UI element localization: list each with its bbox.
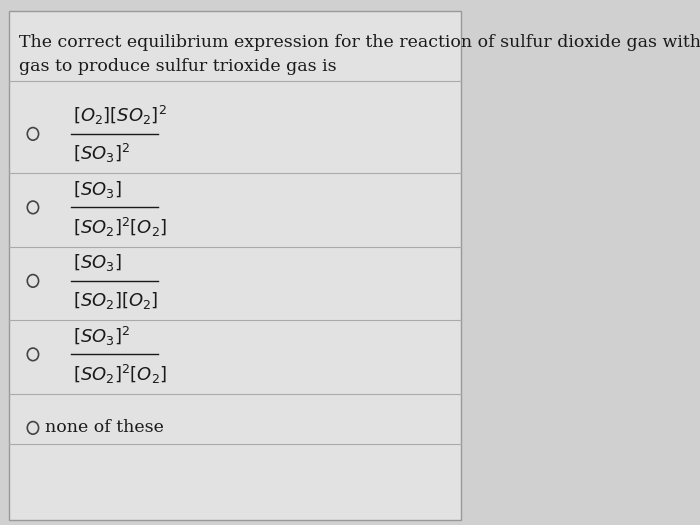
Text: $[SO_3]^2$: $[SO_3]^2$ <box>73 142 130 165</box>
Text: none of these: none of these <box>45 419 164 436</box>
FancyBboxPatch shape <box>9 10 461 520</box>
Text: $[O_2][SO_2]^2$: $[O_2][SO_2]^2$ <box>73 104 167 127</box>
Text: $[SO_3]$: $[SO_3]$ <box>73 178 122 200</box>
Text: $[SO_2]^2[O_2]$: $[SO_2]^2[O_2]$ <box>73 216 167 239</box>
Text: The correct equilibrium expression for the reaction of sulfur dioxide gas with o: The correct equilibrium expression for t… <box>19 34 700 75</box>
Text: $[SO_3]^2$: $[SO_3]^2$ <box>73 324 130 348</box>
Text: $[SO_2][O_2]$: $[SO_2][O_2]$ <box>73 290 158 311</box>
Text: $[SO_3]$: $[SO_3]$ <box>73 252 122 273</box>
Text: $[SO_2]^2[O_2]$: $[SO_2]^2[O_2]$ <box>73 363 167 386</box>
